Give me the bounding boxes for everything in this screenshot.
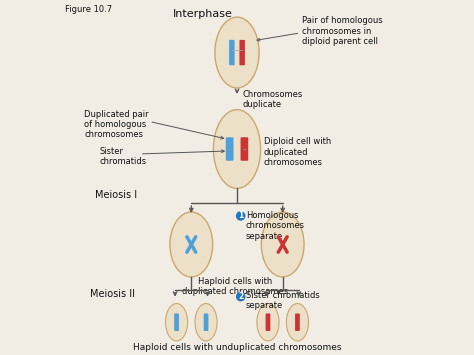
- FancyBboxPatch shape: [295, 313, 300, 331]
- FancyBboxPatch shape: [265, 313, 270, 331]
- Ellipse shape: [215, 17, 259, 88]
- Ellipse shape: [213, 110, 261, 189]
- FancyBboxPatch shape: [244, 137, 248, 161]
- Text: Homologous
chromosomes
separate: Homologous chromosomes separate: [246, 211, 305, 241]
- Text: Haploid cells with
duplicated chromosomes: Haploid cells with duplicated chromosome…: [182, 277, 289, 296]
- Text: Meiosis I: Meiosis I: [95, 190, 137, 200]
- Ellipse shape: [261, 212, 304, 277]
- Ellipse shape: [195, 304, 217, 341]
- FancyBboxPatch shape: [229, 137, 234, 161]
- Text: Diploid cell with
duplicated
chromosomes: Diploid cell with duplicated chromosomes: [264, 137, 331, 167]
- Ellipse shape: [170, 212, 213, 277]
- Text: Sister chromatids
separate: Sister chromatids separate: [246, 291, 319, 310]
- FancyBboxPatch shape: [204, 313, 209, 331]
- FancyBboxPatch shape: [239, 40, 245, 65]
- FancyBboxPatch shape: [226, 137, 230, 161]
- Text: Meiosis II: Meiosis II: [91, 289, 135, 299]
- Text: Duplicated pair
of homologous
chromosomes: Duplicated pair of homologous chromosome…: [84, 110, 149, 140]
- Text: Figure 10.7: Figure 10.7: [65, 5, 112, 14]
- Text: Sister
chromatids: Sister chromatids: [99, 147, 146, 166]
- Text: Pair of homologous
chromosomes in
diploid parent cell: Pair of homologous chromosomes in diploi…: [302, 16, 383, 46]
- FancyBboxPatch shape: [229, 40, 235, 65]
- Text: Interphase: Interphase: [173, 9, 233, 19]
- Text: 1: 1: [238, 212, 243, 220]
- Text: Chromosomes
duplicate: Chromosomes duplicate: [243, 90, 303, 109]
- Ellipse shape: [286, 304, 309, 341]
- Ellipse shape: [165, 304, 188, 341]
- FancyBboxPatch shape: [240, 137, 245, 161]
- Circle shape: [237, 293, 245, 301]
- Text: Haploid cells with unduplicated chromosomes: Haploid cells with unduplicated chromoso…: [133, 343, 341, 352]
- FancyBboxPatch shape: [174, 313, 179, 331]
- Ellipse shape: [257, 304, 279, 341]
- Circle shape: [237, 212, 245, 220]
- Text: 2: 2: [238, 292, 243, 301]
